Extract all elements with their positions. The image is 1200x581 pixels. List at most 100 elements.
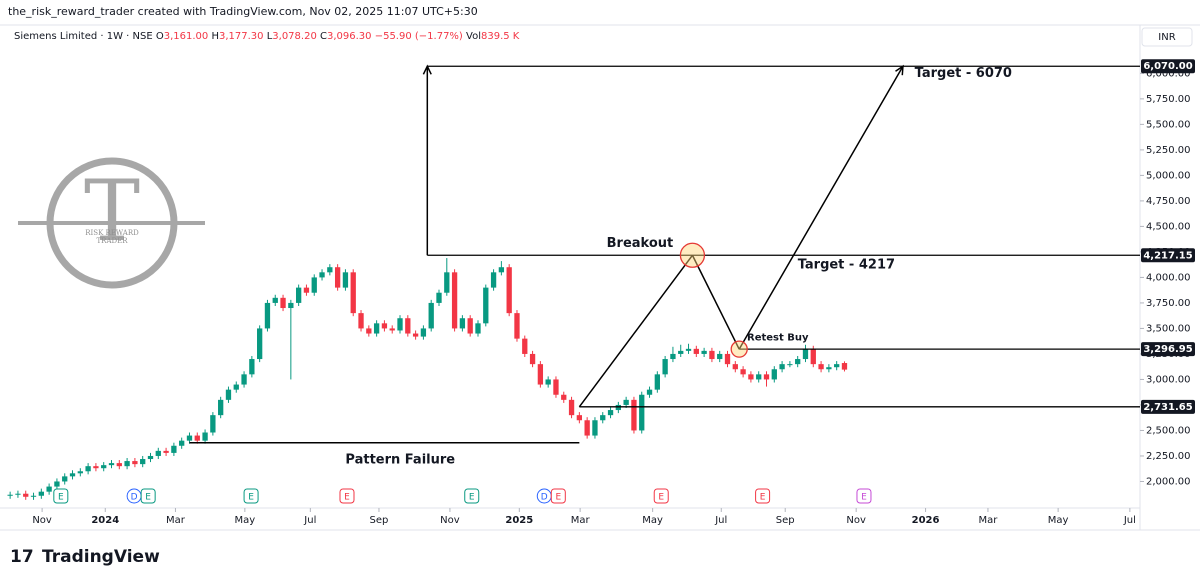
candle-body [397, 318, 403, 331]
trend-line [691, 254, 740, 350]
candle-body [834, 364, 840, 368]
candle-body [225, 389, 232, 400]
candle-body [171, 445, 177, 453]
legend-key: H [211, 31, 219, 42]
y-tick-label: 4,000.00 [1146, 272, 1191, 283]
candle-body [678, 350, 684, 354]
candle-body [38, 491, 44, 496]
candle-body [646, 389, 653, 395]
candle-body [147, 455, 154, 460]
event-icon [464, 488, 480, 504]
event-label: E [861, 493, 867, 503]
event-icon [339, 488, 355, 504]
level-box [1141, 342, 1195, 357]
candle-body [124, 461, 130, 467]
legend-value: 3,161.00 [164, 31, 209, 42]
level-box [1141, 248, 1195, 263]
candle-body [467, 318, 473, 334]
candle-body [568, 399, 575, 416]
event-icon [653, 488, 669, 504]
annotation: Pattern Failure [345, 453, 455, 468]
candle-body [342, 272, 349, 288]
candle-body [771, 369, 777, 380]
level-label: 3,296.95 [1143, 344, 1192, 355]
candle-body [685, 348, 692, 351]
legend-value: 3,078.20 [272, 31, 317, 42]
candle-body [163, 450, 169, 453]
currency: INR [1158, 32, 1175, 43]
event-label: E [145, 493, 151, 503]
candle-body [264, 302, 271, 329]
candle-body [483, 287, 489, 324]
y-tick-label: 5,250.00 [1146, 145, 1191, 156]
candle-body [428, 302, 434, 329]
candle-body [179, 440, 185, 446]
y-tick-label: 4,750.00 [1146, 196, 1191, 207]
candle-body [155, 450, 161, 456]
candle-body [93, 466, 99, 469]
candle-body [529, 353, 536, 365]
annotation: Breakout [607, 236, 674, 251]
trend-line [738, 65, 904, 350]
event-label: E [469, 493, 475, 503]
candle-body [30, 495, 37, 497]
x-tick-label: 2025 [505, 515, 533, 526]
candle-body [366, 328, 372, 334]
x-tick-label: May [1048, 515, 1069, 526]
candle-body [506, 267, 512, 314]
y-tick-label: 3,000.00 [1146, 374, 1191, 385]
candle-body [420, 328, 427, 337]
candle-body [405, 318, 411, 334]
legend-change: −55.90 (−1.77%) [375, 31, 463, 42]
candle-body [233, 384, 239, 390]
candle-body [522, 338, 528, 354]
arrow-head [422, 64, 432, 75]
candle-body [194, 435, 200, 441]
y-tick-label: 2,500.00 [1146, 425, 1191, 436]
candle-body [69, 473, 76, 477]
candle-body [186, 435, 193, 441]
x-tick-label: May [234, 515, 255, 526]
x-tick-label: Mar [571, 515, 591, 526]
candle-body [116, 463, 122, 467]
brand: 17 TradingView [10, 547, 160, 567]
candle-body [795, 359, 801, 365]
candle-body [584, 420, 590, 436]
candle-body [639, 394, 645, 431]
y-tick-label: 6,000.00 [1146, 68, 1191, 79]
legend-key: L [267, 31, 273, 42]
candle-body [280, 297, 286, 309]
candle-body [732, 364, 738, 370]
x-tick-label: Mar [166, 515, 186, 526]
x-tick-label: Sep [776, 515, 795, 526]
x-tick-label: Mar [979, 515, 999, 526]
candle-body [140, 459, 146, 465]
x-tick-label: Sep [370, 515, 389, 526]
event-icon [856, 488, 872, 504]
highlight-circle [730, 340, 748, 358]
level-box [1141, 59, 1195, 74]
candle-body [763, 374, 770, 380]
event-icon [755, 488, 771, 504]
x-tick-label: Jul [303, 515, 316, 526]
candle-body [288, 302, 294, 309]
event-icon [53, 488, 69, 504]
event-label: E [658, 493, 664, 503]
candle-body [826, 367, 832, 370]
event-icon [243, 488, 259, 504]
candle-body [537, 364, 544, 385]
candle-body [132, 461, 138, 465]
event-label: E [555, 493, 561, 503]
level-label: 6,070.00 [1143, 61, 1192, 72]
legend-key: C [320, 31, 327, 42]
candle-body [607, 410, 614, 416]
x-tick-label: 2024 [91, 515, 119, 526]
watermark: T RISK REWARD TRADER [18, 157, 205, 289]
level-box [1141, 399, 1195, 414]
event-label: E [760, 493, 766, 503]
legend-volume: 839.5 K [481, 31, 520, 42]
candle-body [701, 350, 707, 354]
candle-body [334, 267, 341, 288]
credit: the_risk_reward_trader created with Trad… [8, 5, 478, 18]
